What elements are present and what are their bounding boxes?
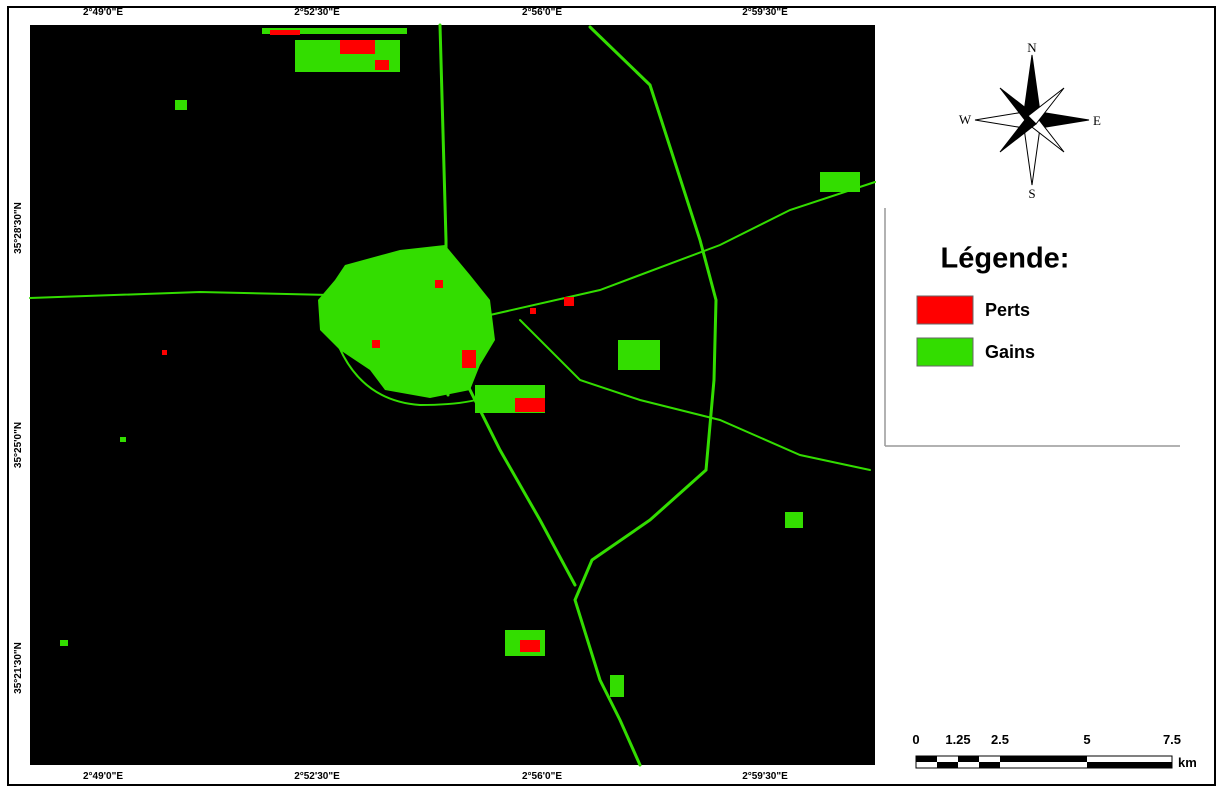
loss-patch (530, 308, 536, 314)
legend-swatch (917, 338, 973, 366)
bottom-coord: 2°52'30"E (294, 771, 340, 782)
compass-north: N (1027, 40, 1037, 55)
compass-south: S (1028, 186, 1035, 201)
legend-swatch (917, 296, 973, 324)
legend: Légende: Perts Gains (885, 208, 1180, 446)
scale-unit: km (1178, 755, 1197, 770)
gain-patch (785, 512, 803, 528)
loss-patch (435, 280, 443, 288)
top-coord: 2°52'30"E (294, 7, 340, 18)
loss-patch (375, 60, 389, 70)
map-page: 2°49'0"E 2°52'30"E 2°56'0"E 2°59'30"E 2°… (0, 0, 1223, 791)
gain-patch (60, 640, 68, 646)
bottom-coord: 2°49'0"E (83, 771, 123, 782)
scale-label: 0 (912, 732, 919, 747)
bottom-coord: 2°56'0"E (522, 771, 562, 782)
loss-patch (520, 640, 540, 652)
loss-patch (340, 40, 375, 54)
scale-label: 7.5 (1163, 732, 1181, 747)
legend-label: Perts (985, 300, 1030, 320)
scale-bar: 0 1.25 2.5 5 7.5 km (912, 732, 1196, 770)
scale-label: 1.25 (945, 732, 970, 747)
scale-label: 5 (1083, 732, 1090, 747)
scale-label: 2.5 (991, 732, 1009, 747)
compass-west: W (959, 112, 972, 127)
loss-patch (372, 340, 380, 348)
map-background (30, 25, 875, 765)
compass-east: E (1093, 113, 1101, 128)
legend-title: Légende: (941, 243, 1070, 275)
loss-patch (162, 350, 167, 355)
bottom-coord: 2°59'30"E (742, 771, 788, 782)
top-coord: 2°56'0"E (522, 7, 562, 18)
top-coord: 2°59'30"E (742, 7, 788, 18)
top-coord: 2°49'0"E (83, 7, 123, 18)
compass: N S E W (959, 40, 1101, 201)
loss-patch (462, 350, 476, 368)
gain-patch (618, 340, 660, 370)
left-coord: 35°28'30"N (13, 202, 24, 254)
gain-patch (120, 437, 126, 442)
loss-patch (564, 297, 574, 306)
legend-label: Gains (985, 342, 1035, 362)
gain-patch (820, 172, 860, 192)
gain-patch (610, 675, 624, 697)
left-coord: 35°21'30"N (13, 642, 24, 694)
map-area (30, 25, 875, 765)
left-coord: 35°25'0"N (13, 422, 24, 468)
loss-patch (515, 398, 545, 412)
loss-patch (270, 30, 300, 35)
gain-patch (175, 100, 187, 110)
